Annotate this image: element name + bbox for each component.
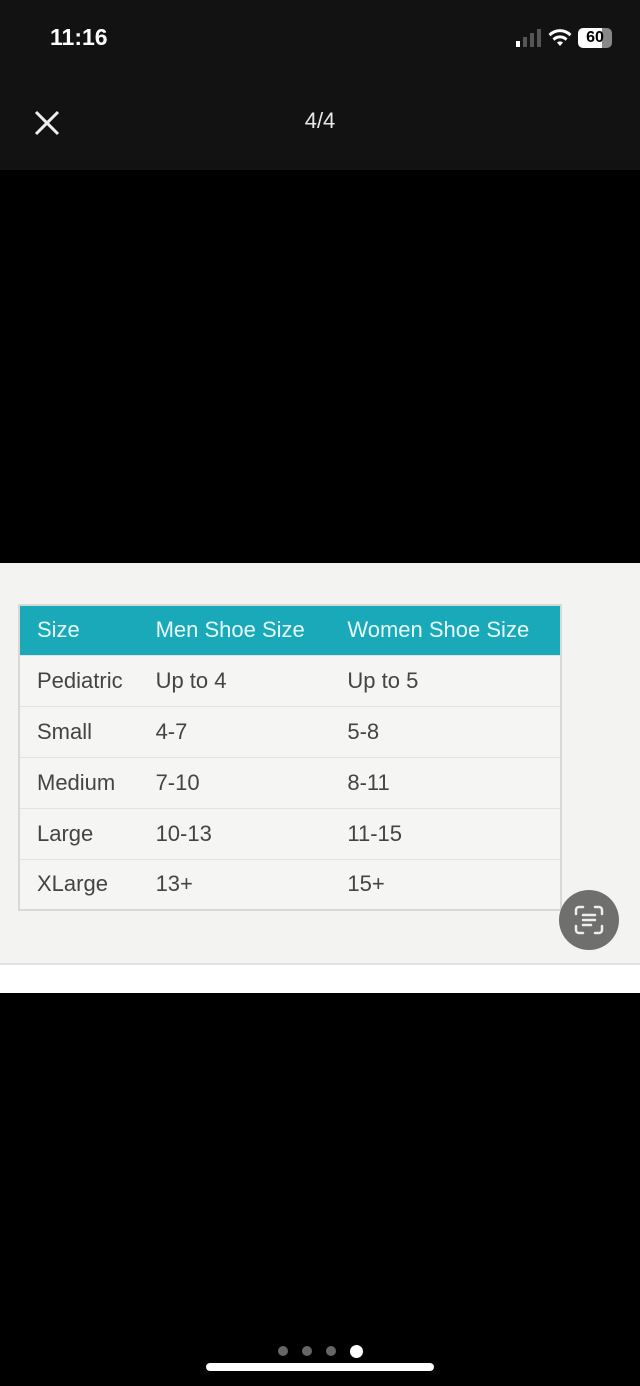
page-dot[interactable]: [325, 1346, 336, 1356]
table-row: Large 10-13 11-15: [19, 807, 561, 859]
live-text-icon: [574, 905, 604, 935]
table-row: Pediatric Up to 4 Up to 5: [19, 654, 561, 706]
close-icon[interactable]: [30, 106, 64, 140]
photo-content: Size Men Shoe Size Women Shoe Size Pedia…: [0, 563, 640, 993]
cell-men: Up to 4: [138, 654, 331, 706]
top-bar: 11:16 60 4/4: [0, 0, 640, 170]
cell-women: 5-8: [330, 705, 561, 757]
cell-size: Large: [19, 807, 139, 859]
cell-men: 10-13: [138, 807, 331, 859]
header-size: Size: [19, 605, 139, 655]
header-men: Men Shoe Size: [138, 605, 331, 655]
cell-women: 15+: [330, 858, 561, 910]
page-dot-active[interactable]: [349, 1345, 363, 1358]
battery-icon: 60: [578, 28, 612, 48]
table-header-row: Size Men Shoe Size Women Shoe Size: [19, 605, 561, 655]
wifi-icon: [548, 29, 572, 46]
cell-size: Medium: [19, 756, 139, 808]
status-time: 11:16: [50, 24, 108, 50]
size-chart-table: Size Men Shoe Size Women Shoe Size Pedia…: [18, 604, 562, 911]
cell-women: 8-11: [330, 756, 561, 808]
header-women: Women Shoe Size: [330, 605, 561, 655]
live-text-button[interactable]: [559, 890, 619, 950]
cell-men: 4-7: [138, 705, 331, 757]
page-indicator[interactable]: [0, 1345, 640, 1358]
cell-men: 7-10: [138, 756, 331, 808]
page-dot[interactable]: [301, 1346, 312, 1356]
cell-women: Up to 5: [330, 654, 561, 706]
cell-size: XLarge: [19, 858, 139, 910]
cell-size: Small: [19, 705, 139, 757]
table-row: XLarge 13+ 15+: [19, 858, 561, 910]
page-dot[interactable]: [277, 1346, 288, 1356]
cell-men: 13+: [138, 858, 331, 910]
photo-bottom-strip: [0, 963, 640, 993]
cellular-signal-icon: [516, 29, 541, 47]
status-icons: 60: [516, 28, 612, 48]
cell-women: 11-15: [330, 807, 561, 859]
home-indicator[interactable]: [206, 1363, 434, 1371]
page-counter: 4/4: [304, 108, 336, 133]
cell-size: Pediatric: [19, 654, 139, 706]
table-row: Small 4-7 5-8: [19, 705, 561, 757]
table-row: Medium 7-10 8-11: [19, 756, 561, 808]
